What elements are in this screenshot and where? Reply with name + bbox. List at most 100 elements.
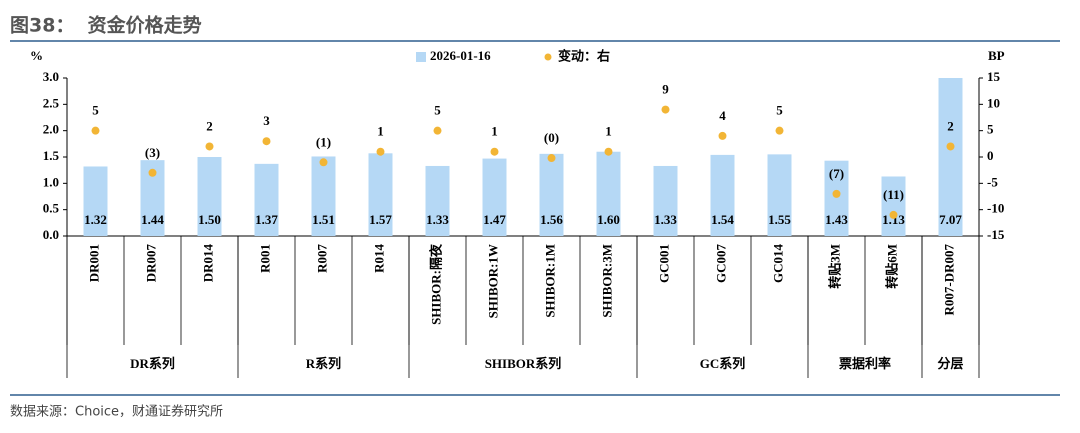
bar-value-label: 1.57 xyxy=(369,212,392,227)
dot xyxy=(262,137,271,146)
group-label: GC系列 xyxy=(700,356,746,371)
dot xyxy=(376,147,385,156)
bar-value-label: 1.13 xyxy=(882,212,905,227)
dot-value-label: (0) xyxy=(544,130,559,145)
dot-value-label: 1 xyxy=(605,124,612,139)
x-tick-label: R014 xyxy=(371,244,386,273)
y2-tick-label: -15 xyxy=(987,227,1005,242)
bar-value-label: 1.50 xyxy=(198,212,221,227)
x-tick-label: DR014 xyxy=(200,244,215,283)
bar xyxy=(254,163,279,236)
dot xyxy=(490,147,499,156)
bar xyxy=(311,156,336,236)
y2-tick-label: 10 xyxy=(987,95,1000,110)
bar-value-label: 1.60 xyxy=(597,212,620,227)
y-tick-label: 2.0 xyxy=(43,122,59,137)
bar-value-label: 1.51 xyxy=(312,212,335,227)
group-label: 票据利率 xyxy=(839,356,891,371)
dot xyxy=(775,126,784,135)
bar-value-label: 1.47 xyxy=(483,212,506,227)
dot xyxy=(547,154,556,163)
x-tick-label: SHIBOR:3M xyxy=(599,244,614,318)
legend-label: 变动：右 xyxy=(558,49,610,65)
dot-value-label: 3 xyxy=(263,113,270,128)
dot-value-label: (11) xyxy=(883,187,904,202)
y2-tick-label: -5 xyxy=(987,174,998,189)
y2-axis-label: BP xyxy=(988,48,1005,63)
dot-value-label: 2 xyxy=(947,118,954,133)
bar-value-label: 1.56 xyxy=(540,212,563,227)
bar-value-label: 1.32 xyxy=(84,212,107,227)
bar xyxy=(368,153,393,236)
x-tick-label: R001 xyxy=(257,244,272,273)
dot xyxy=(661,105,670,114)
dot-value-label: 4 xyxy=(719,108,726,123)
x-tick-label: SHIBOR:1M xyxy=(542,244,557,318)
bar-value-label: 1.43 xyxy=(825,212,848,227)
bar xyxy=(197,157,222,236)
dot-value-label: 5 xyxy=(776,103,783,118)
bar xyxy=(938,78,963,236)
bar xyxy=(881,176,906,236)
dot xyxy=(148,168,157,177)
x-tick-label: R007 xyxy=(314,244,329,273)
x-tick-label: R007-DR007 xyxy=(941,244,956,316)
y-tick-label: 3.0 xyxy=(43,69,59,84)
dot xyxy=(889,210,898,219)
x-tick-label: 转贴6M xyxy=(884,244,899,289)
y-tick-label: 1.0 xyxy=(43,174,59,189)
dot xyxy=(604,147,613,156)
group-label: 分层 xyxy=(937,356,963,371)
legend-label: 2026-01-16 xyxy=(430,48,491,63)
bar xyxy=(824,160,849,236)
y-tick-label: 0.5 xyxy=(43,201,60,216)
bar-value-label: 1.54 xyxy=(711,212,734,227)
bar xyxy=(83,166,108,236)
legend-swatch xyxy=(544,53,552,61)
dot xyxy=(832,189,841,198)
dot-value-label: 5 xyxy=(434,103,441,118)
dot xyxy=(319,158,328,167)
source: 数据来源：Choice，财通证券研究所 xyxy=(10,404,223,420)
x-tick-label: GC001 xyxy=(656,244,671,283)
y-tick-label: 2.5 xyxy=(43,95,60,110)
dot-value-label: 1 xyxy=(491,124,498,139)
dot xyxy=(718,131,727,140)
group-label: SHIBOR系列 xyxy=(485,356,562,371)
bar-value-label: 1.33 xyxy=(426,212,449,227)
x-tick-label: GC007 xyxy=(713,244,728,284)
y-tick-label: 1.5 xyxy=(43,148,60,163)
y2-tick-label: 15 xyxy=(987,69,1001,84)
x-tick-label: DR001 xyxy=(86,244,101,282)
y-axis-label: % xyxy=(30,48,43,63)
bar xyxy=(425,165,450,236)
bar xyxy=(767,154,792,236)
legend-swatch xyxy=(416,52,426,62)
dot xyxy=(946,142,955,151)
bar-value-label: 1.33 xyxy=(654,212,677,227)
bar-value-label: 7.07 xyxy=(939,212,962,227)
dot-value-label: 5 xyxy=(92,103,99,118)
chart-title: 图38： 资金价格走势 xyxy=(10,14,202,37)
dot-value-label: 9 xyxy=(662,82,669,97)
dot-value-label: (7) xyxy=(829,166,844,181)
dot xyxy=(433,126,442,135)
bar xyxy=(596,151,621,236)
y2-tick-label: 0 xyxy=(987,148,994,163)
x-tick-label: GC014 xyxy=(770,244,785,284)
bar xyxy=(482,158,507,236)
bar xyxy=(539,153,564,236)
y2-tick-label: -10 xyxy=(987,201,1004,216)
bar-value-label: 1.55 xyxy=(768,212,791,227)
x-tick-label: SHIBOR:隔夜 xyxy=(428,243,443,325)
y-tick-label: 0.0 xyxy=(43,227,59,242)
bar xyxy=(710,154,735,236)
x-tick-label: SHIBOR:1W xyxy=(485,244,500,318)
x-tick-label: 转贴3M xyxy=(827,244,842,289)
dot xyxy=(91,126,100,135)
bar-value-label: 1.37 xyxy=(255,212,278,227)
bar xyxy=(653,165,678,236)
dot xyxy=(205,142,214,151)
y2-tick-label: 5 xyxy=(987,122,994,137)
